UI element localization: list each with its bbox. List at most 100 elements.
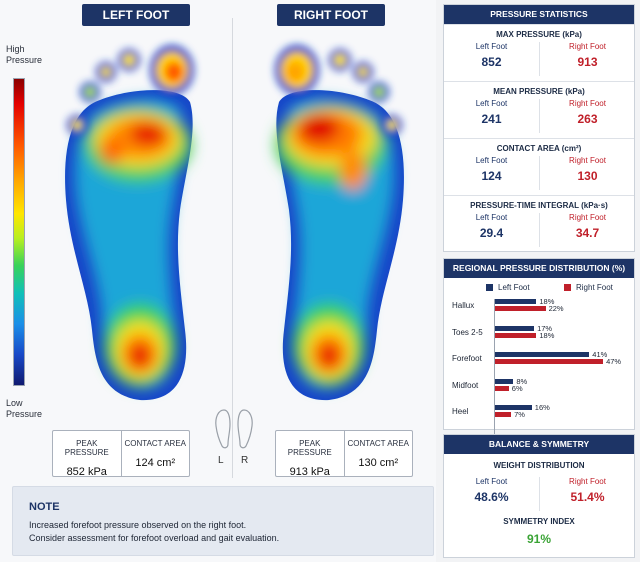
metric-row: MAX PRESSURE (kPa) Left Foot 852 Right Foot… [444,24,634,81]
right-foot-summary: PEAK PRESSURE 913 kPa CONTACT AREA 130 c… [275,430,413,478]
bar-value-label: 18% [539,330,555,340]
weight-left-label: Left Foot [475,477,508,486]
symmetry-index-value: 91% [526,532,552,546]
pressure-map-area: LEFT FOOT RIGHT FOOT High Pressure Low Pre… [6,4,434,556]
divider [232,18,233,478]
bar-value-label: 16% [534,403,550,412]
bar-value-label: 17% [537,323,553,333]
metric-title: MEAN PRESSURE (kPa) [493,87,585,96]
weight-right: Right Foot 51.4% [539,477,635,511]
right-foot-title: RIGHT FOOT [277,4,385,26]
left-peak-value: 852 kPa [66,466,107,478]
left-peak-cell: PEAK PRESSURE 852 kPa [53,431,121,478]
metric-left-label: Left Foot [475,99,508,108]
bar-left-foot [495,299,537,304]
bar-value-label: 41% [592,350,608,359]
metric-title: CONTACT AREA (cm²) [496,144,582,153]
weight-right-value: 51.4% [570,490,605,504]
bar-value-label: 47% [606,357,622,366]
left-contact-cell: CONTACT AREA 124 cm² [120,431,190,476]
right-foot-heatmap [275,45,404,401]
category-label: Midfoot [452,380,479,390]
right-icon-label: R [241,455,249,466]
bar-left-foot [495,352,590,357]
metric-left: Left Foot 124 [444,156,539,183]
metric-left: Left Foot 29.4 [444,213,539,240]
metric-title: PRESSURE-TIME INTEGRAL (kPa·s) [470,201,608,210]
metric-left-value: 852 [481,55,502,69]
bar-right-foot [495,332,537,338]
bar-value-label: 22% [548,304,564,313]
note-line-1: Increased forefoot pressure observed on … [29,520,247,530]
metric-row: PRESSURE-TIME INTEGRAL (kPa·s) Left Foot 2… [444,195,634,252]
regional-distribution-header: REGIONAL PRESSURE DISTRIBUTION (%) [444,259,634,278]
metric-right: Right Foot 130 [539,156,635,190]
metric-left: Left Foot 852 [444,42,539,69]
metric-title: MAX PRESSURE (kPa) [496,30,582,39]
weight-right-label: Right Foot [569,477,606,486]
metric-right-label: Right Foot [569,156,606,165]
pressure-color-scale [13,78,25,386]
metric-left-label: Left Foot [475,42,508,51]
metric-left-value: 241 [481,112,502,126]
left-peak-label: PEAK PRESSURE [64,439,109,457]
symmetry-index-title: SYMMETRY INDEX [503,517,575,526]
left-foot-summary: PEAK PRESSURE 852 kPa CONTACT AREA 124 c… [52,430,190,478]
legend-right-label: Right Foot [576,283,613,292]
bar-right-foot [495,412,512,417]
metric-right: Right Foot 263 [539,99,635,133]
metric-left-value: 29.4 [479,226,504,240]
metric-left-label: Left Foot [475,213,508,222]
note-line-2: Consider assessment for forefoot overloa… [29,533,280,543]
metric-right: Right Foot 913 [539,42,635,76]
weight-left-value: 48.6% [474,490,509,504]
bar-left-foot [495,325,535,331]
metric-left-label: Left Foot [475,156,508,165]
category-label: Toes 2-5 [452,327,483,337]
right-peak-value: 913 kPa [289,466,330,478]
left-contact-value: 124 cm² [135,457,176,469]
metrics-list: MAX PRESSURE (kPa) Left Foot 852 Right Foot… [444,24,634,252]
balance-symmetry-header: BALANCE & SYMMETRY [444,435,634,454]
category-label: Hallux [452,301,475,310]
metric-left-value: 124 [481,169,502,183]
bar-value-label: 7% [514,410,525,419]
chart-axis-line [494,299,495,441]
bar-right-foot [495,359,604,364]
bar-right-foot [495,306,546,311]
right-peak-label: PEAK PRESSURE [287,439,332,457]
bar-value-label: 18% [539,297,555,306]
note-title: NOTE [29,501,60,513]
bar-value-label: 8% [516,376,528,386]
legend-left-swatch [486,284,493,291]
legend-left-label: Left Foot [498,283,530,292]
weight-left: Left Foot 48.6% [444,477,539,504]
bar-value-label: 6% [511,383,523,393]
right-contact-cell: CONTACT AREA 130 cm² [343,431,413,476]
left-foot-heatmap [65,45,194,401]
metric-right: Right Foot 34.7 [539,213,635,247]
clinical-note: NOTE Increased forefoot pressure observe… [12,486,434,556]
category-label: Heel [452,407,469,416]
bar-left-foot [495,378,514,384]
balance-symmetry-panel: BALANCE & SYMMETRY WEIGHT DISTRIBUTION L… [443,434,635,558]
category-label: Forefoot [452,354,482,363]
metric-right-label: Right Foot [569,213,606,222]
metric-right-label: Right Foot [569,42,606,51]
right-contact-value: 130 cm² [358,457,399,469]
metric-right-value: 34.7 [575,226,600,240]
legend-right-foot: Right Foot [564,283,613,292]
metric-row: CONTACT AREA (cm²) Left Foot 124 Right Foot… [444,138,634,195]
legend-right-swatch [564,284,571,291]
metric-row: MEAN PRESSURE (kPa) Left Foot 241 Right Foo… [444,81,634,138]
metric-right-value: 263 [577,112,598,126]
bar-left-foot [495,405,532,410]
metric-right-value: 130 [577,169,598,183]
scale-high-label: High Pressure [6,44,43,65]
left-contact-label: CONTACT AREA [124,439,187,448]
metric-right-label: Right Foot [569,99,606,108]
feet-outline-icon [215,409,253,449]
metric-left: Left Foot 241 [444,99,539,126]
left-foot-title: LEFT FOOT [82,4,190,26]
pressure-statistics-panel: PRESSURE STATISTICS MAX PRESSURE (kPa) Le… [443,4,635,252]
